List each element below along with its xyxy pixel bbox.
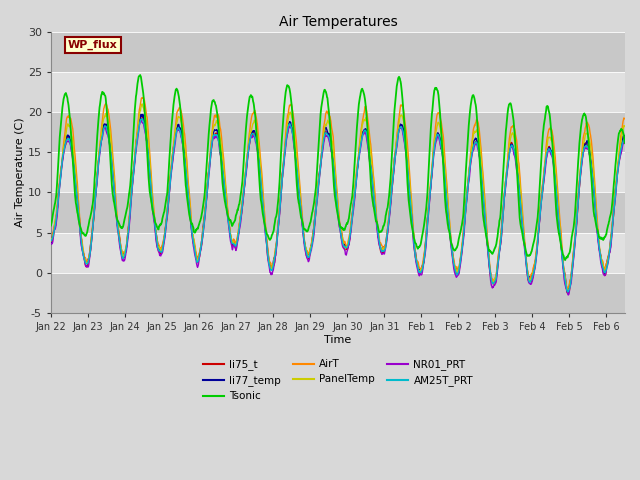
Title: Air Temperatures: Air Temperatures — [278, 15, 397, 29]
Bar — [51, 152, 625, 192]
Bar — [51, 273, 625, 313]
Bar — [51, 192, 625, 233]
Bar — [51, 32, 625, 72]
Bar — [51, 233, 625, 273]
Y-axis label: Air Temperature (C): Air Temperature (C) — [15, 118, 25, 227]
Bar — [51, 112, 625, 152]
Text: WP_flux: WP_flux — [68, 40, 118, 50]
X-axis label: Time: Time — [324, 335, 351, 345]
Bar — [51, 72, 625, 112]
Legend: li75_t, li77_temp, Tsonic, AirT, PanelTemp, NR01_PRT, AM25T_PRT: li75_t, li77_temp, Tsonic, AirT, PanelTe… — [198, 355, 477, 406]
